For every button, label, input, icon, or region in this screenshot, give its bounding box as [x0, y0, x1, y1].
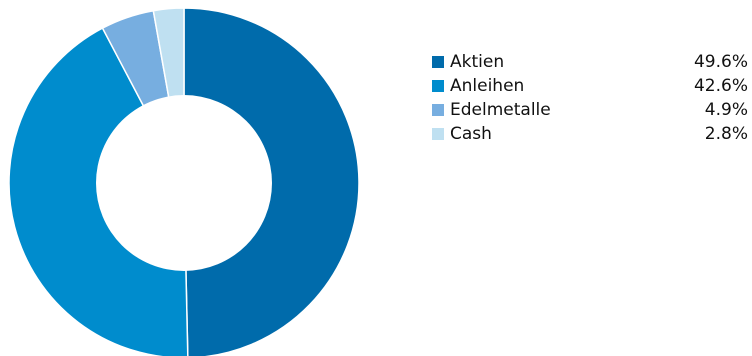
legend-label: Cash [450, 124, 492, 144]
legend-value: 49.6% [693, 52, 748, 72]
legend-swatch-cash [432, 128, 444, 140]
legend-value: 42.6% [693, 76, 748, 96]
legend-swatch-anleihen [432, 80, 444, 92]
donut-hole [96, 95, 272, 271]
legend-label: Anleihen [450, 76, 525, 96]
legend-item-anleihen: Anleihen 42.6% [432, 74, 748, 98]
legend-swatch-aktien [432, 56, 444, 68]
legend-item-aktien: Aktien 49.6% [432, 50, 748, 74]
legend-label: Edelmetalle [450, 100, 551, 120]
legend-value: 4.9% [704, 100, 748, 120]
legend-item-edelmetalle: Edelmetalle 4.9% [432, 98, 748, 122]
legend: Aktien 49.6% Anleihen 42.6% Edelmetalle … [432, 50, 748, 146]
legend-value: 2.8% [704, 124, 748, 144]
legend-label: Aktien [450, 52, 505, 72]
legend-swatch-edelmetalle [432, 104, 444, 116]
legend-item-cash: Cash 2.8% [432, 122, 748, 146]
